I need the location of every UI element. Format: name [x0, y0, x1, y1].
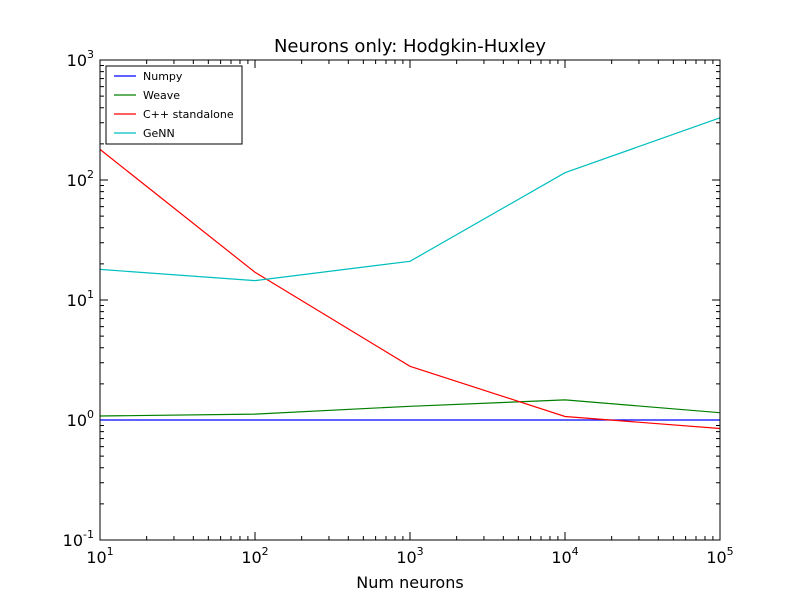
- axis-ticks: 101 102 103 104 105 10-1 100 101 102 103: [63, 48, 734, 567]
- x-axis-label: Num neurons: [356, 573, 463, 592]
- x-tick-label: 101: [86, 545, 113, 567]
- y-tick-label: 103: [67, 48, 94, 70]
- legend-label: GeNN: [143, 127, 175, 140]
- legend-label: C++ standalone: [143, 108, 234, 121]
- legend-label: Weave: [143, 89, 180, 102]
- series-lines: [99, 117, 721, 430]
- x-tick-label: 103: [396, 545, 423, 567]
- series-line-genn: [99, 117, 721, 282]
- y-tick-label: 10-1: [63, 528, 94, 550]
- x-tick-label: 105: [706, 545, 733, 567]
- legend: Numpy Weave C++ standalone GeNN: [105, 65, 243, 145]
- y-tick-label: 102: [67, 168, 94, 190]
- y-tick-label: 100: [67, 408, 94, 430]
- legend-box: [105, 65, 243, 145]
- series-line-c-standalone: [99, 148, 721, 430]
- x-tick-label: 104: [551, 545, 578, 567]
- y-tick-label: 101: [67, 288, 94, 310]
- plot-frame: [99, 59, 721, 541]
- x-tick-label: 102: [241, 545, 268, 567]
- series-line-weave: [99, 399, 721, 417]
- chart-title: Neurons only: Hodgkin-Huxley: [274, 36, 546, 57]
- legend-label: Numpy: [143, 70, 183, 83]
